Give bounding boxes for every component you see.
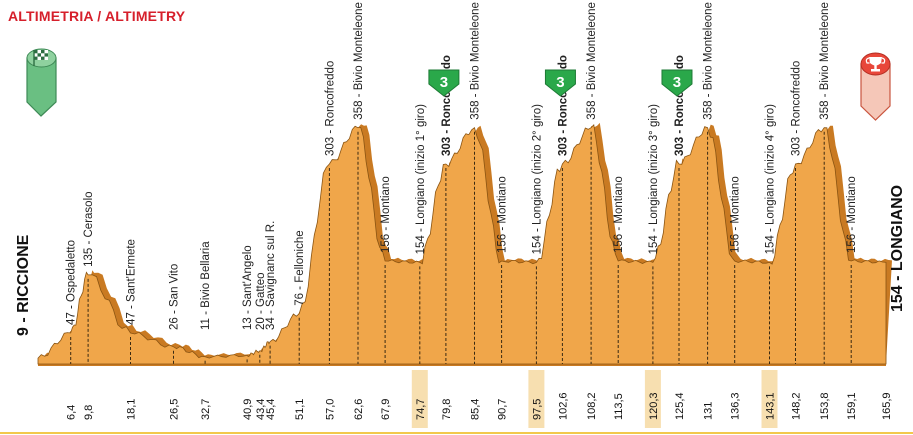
kom-category: 3	[556, 74, 564, 91]
waypoint-label: 156 - Montiano	[380, 176, 392, 253]
kom-badge: 3	[544, 69, 576, 97]
km-highlight	[528, 370, 545, 428]
highlight-layer	[411, 370, 778, 428]
km-label: 120,3	[648, 392, 660, 420]
kom-category: 3	[440, 74, 448, 91]
profile-area	[37, 124, 887, 365]
dropline-layer	[70, 131, 852, 364]
waypoint-label: 303 - Roncofreddo	[324, 61, 336, 156]
km-label: 90,7	[497, 399, 509, 420]
trophy-icon	[865, 57, 886, 72]
km-label: 9,8	[83, 405, 95, 420]
waypoint-label: 26 - San Vito	[169, 264, 181, 330]
km-label: 18,1	[126, 399, 138, 420]
km-label: 148,2	[791, 392, 803, 420]
waypoint-label: 47 - Sant'Ermete	[126, 239, 138, 325]
waypoint-label: 11 - Bivio Bellaria	[200, 241, 212, 330]
km-label: 85,4	[470, 399, 482, 420]
finish-label: 154 - LONGIANO	[889, 185, 906, 312]
km-label: 97,5	[531, 399, 543, 420]
start-label: 9 - RICCIONE	[15, 234, 32, 336]
km-label: 165,9	[881, 392, 893, 420]
waypoint-label: 76 - Felloniche	[294, 230, 306, 305]
waypoint-label: 156 - Montiano	[846, 176, 858, 253]
km-highlight	[644, 370, 661, 428]
waypoint-label: 47 - Ospedaletto	[66, 240, 78, 325]
chart-title: ALTIMETRIA / ALTIMETRY	[8, 8, 186, 24]
waypoint-label: 154 - Longiano (inizio 1° giro)	[415, 104, 427, 255]
km-label-layer: 6,4 9,8 18,1 26,5 32,7 40,9 43,445,4 51,1 57,0 62…	[66, 392, 893, 420]
waypoint-label: 20 - Gatteo	[255, 272, 267, 330]
km-label: 79,8	[441, 399, 453, 420]
waypoint-label: 358 - Bivio Monteleone	[353, 2, 365, 120]
km-label: 51,1	[294, 399, 306, 420]
waypoint-label: 154 - Longiano (inizio 3° giro)	[648, 104, 660, 255]
kom-category: 3	[673, 74, 681, 91]
kom-badge-layer: 3 3 3	[428, 69, 693, 97]
waypoint-label: 358 - Bivio Monteleone	[586, 2, 598, 120]
waypoint-label: 358 - Bivio Monteleone	[703, 2, 715, 120]
waypoint-label: 154 - Longiano (inizio 2° giro)	[531, 104, 543, 255]
km-label: 67,9	[380, 399, 392, 420]
km-label: 102,6	[557, 392, 569, 420]
km-label: 43,4	[255, 399, 267, 420]
waypoint-label: 156 - Montiano	[730, 176, 742, 253]
waypoint-label: 156 - Montiano	[613, 176, 625, 253]
waypoint-label: 154 - Longiano (inizio 4° giro)	[765, 104, 777, 255]
km-label: 62,6	[353, 399, 365, 420]
km-label: 40,9	[242, 399, 254, 420]
waypoint-label: 358 - Bivio Monteleone	[470, 2, 482, 120]
km-label: 108,2	[586, 392, 598, 420]
km-label: 45,4	[265, 399, 277, 420]
waypoint-label: 358 - Bivio Monteleone	[819, 2, 831, 120]
start-marker	[26, 48, 57, 117]
waypoint-label: 156 - Montiano	[497, 176, 509, 253]
km-label: 136,3	[730, 392, 742, 420]
km-label: 6,4	[66, 405, 78, 420]
km-label: 159,1	[846, 392, 858, 420]
km-highlight	[411, 370, 428, 428]
km-label: 26,5	[169, 399, 181, 420]
finish-marker	[860, 52, 891, 121]
km-label: 74,7	[415, 399, 427, 420]
waypoint-label: 135 - Cerasolo	[83, 191, 95, 266]
km-highlight	[761, 370, 778, 428]
km-label: 113,5	[613, 393, 625, 420]
kom-badge: 3	[661, 69, 693, 97]
bottom-divider	[0, 432, 913, 434]
waypoint-label: 303 - Roncofreddo	[791, 61, 803, 156]
kom-badge: 3	[428, 69, 460, 97]
km-label: 143,1	[765, 392, 777, 420]
km-label: 125,4	[674, 392, 686, 420]
checkered-flag-icon	[33, 50, 48, 66]
km-label: 57,0	[324, 399, 336, 420]
waypoint-label: 34 - Savignanc sul R.	[265, 221, 277, 330]
waypoint-label: 13 - Sant'Angelo	[242, 245, 254, 330]
km-label: 153,8	[819, 392, 831, 420]
km-label: 131	[703, 402, 715, 420]
km-label: 32,7	[200, 399, 212, 420]
